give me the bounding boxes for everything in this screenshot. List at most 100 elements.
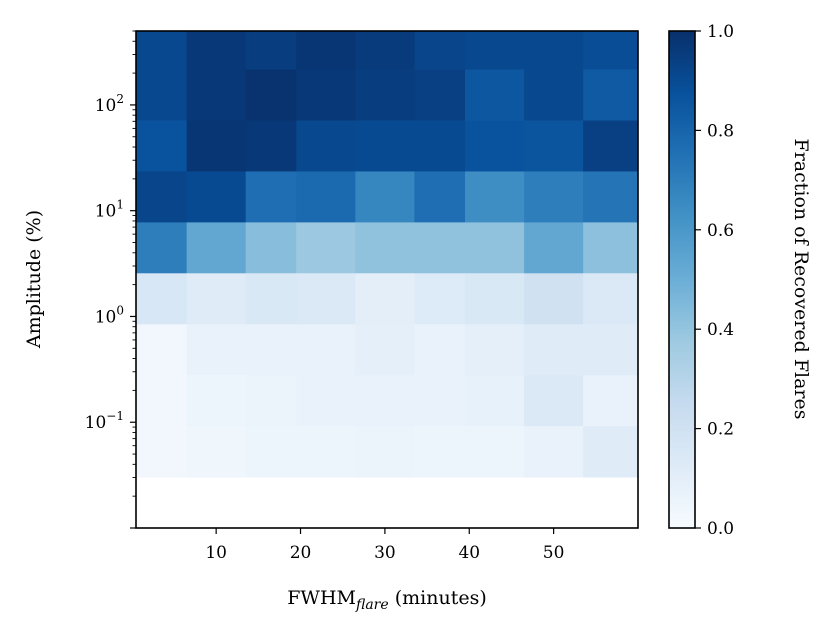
heatmap-cell [414, 31, 466, 70]
heatmap-cell [414, 426, 466, 478]
x-tick-label: 30 [374, 543, 396, 563]
heatmap-cell [136, 120, 188, 172]
heatmap-cell [186, 426, 247, 478]
heatmap-cell [355, 171, 415, 223]
heatmap-cell [186, 69, 247, 121]
heatmap-cell [465, 31, 525, 70]
heatmap-cell [136, 69, 188, 121]
heatmap-cell [136, 273, 188, 325]
heatmap-cell [465, 426, 525, 478]
heatmap-cell [296, 375, 356, 427]
heatmap-cell [186, 222, 247, 274]
x-axis-label: FWHMflare (minutes) [287, 587, 486, 613]
colorbar-tick-label: 0.8 [707, 121, 734, 141]
heatmap-cell [414, 273, 466, 325]
heatmap-cell [245, 222, 297, 274]
heatmap-cell [465, 222, 525, 274]
heatmap-cell [414, 375, 466, 427]
heatmap-cell [355, 273, 415, 325]
heatmap-cell [414, 171, 466, 223]
heatmap-cell [245, 171, 297, 223]
heatmap-cell [583, 222, 639, 274]
heatmap-cell [524, 31, 584, 70]
heatmap-cell [465, 171, 525, 223]
colorbar [668, 30, 696, 529]
heatmap-cell [524, 273, 584, 325]
heatmap-cell [296, 222, 356, 274]
heatmap-cell [465, 324, 525, 376]
y-axis-label: Amplitude (%) [23, 210, 45, 349]
heatmap-cell [186, 31, 247, 70]
heatmap-cell [524, 375, 584, 427]
plot-frame [135, 30, 639, 529]
heatmap-cell [245, 273, 297, 325]
colorbar-tick-label: 0.4 [707, 320, 734, 340]
heatmap-cell [465, 273, 525, 325]
y-tick-label: 100 [95, 303, 124, 327]
heatmap-cell [136, 324, 188, 376]
y-axis-ticks: 102 101 100 10−1 [85, 30, 136, 529]
heatmap-cell [524, 426, 584, 478]
colorbar-tick-label: 0.6 [707, 221, 734, 241]
heatmap-cell [245, 69, 297, 121]
heatmap-cell [355, 375, 415, 427]
heatmap-cell [465, 375, 525, 427]
heatmap-cell [583, 426, 639, 478]
heatmap-cell [583, 375, 639, 427]
heatmap-cell [296, 426, 356, 478]
heatmap-cell [583, 324, 639, 376]
colorbar-tick-label: 0.0 [707, 519, 734, 539]
heatmap-cell [296, 171, 356, 223]
heatmap-cell [414, 120, 466, 172]
y-tick-label: 101 [95, 198, 124, 222]
heatmap-cell [186, 375, 247, 427]
heatmap-cell [136, 171, 188, 223]
heatmap-cell [414, 69, 466, 121]
x-axis-ticks: 10 20 30 40 50 [205, 528, 564, 563]
colorbar-label: Fraction of Recovered Flares [790, 139, 812, 420]
colorbar-tick-label: 1.0 [707, 22, 734, 42]
heatmap-cell [296, 31, 356, 70]
heatmap-cell [245, 120, 297, 172]
heatmap-cell [296, 273, 356, 325]
heatmap-cell [524, 171, 584, 223]
heatmap-cell [465, 120, 525, 172]
heatmap-cell [583, 31, 639, 70]
heatmap-cell [355, 120, 415, 172]
x-tick-label: 10 [205, 543, 227, 563]
heatmap-cell [245, 375, 297, 427]
heatmap-cell [355, 69, 415, 121]
heatmap-cell [136, 426, 188, 478]
heatmap-cell [524, 120, 584, 172]
heatmap-cell [186, 171, 247, 223]
heatmap-cell [245, 426, 297, 478]
heatmap-cell [186, 324, 247, 376]
heatmap-cell [524, 69, 584, 121]
heatmap-cell [296, 69, 356, 121]
heatmap-cell [583, 171, 639, 223]
heatmap-cell [245, 31, 297, 70]
heatmap-cell [355, 222, 415, 274]
heatmap-cell [583, 273, 639, 325]
heatmap-cell [136, 375, 188, 427]
colorbar-ticks: 0.0 0.2 0.4 0.6 0.8 1.0 [695, 22, 734, 539]
heatmap-cell [136, 222, 188, 274]
colorbar-tick-label: 0.2 [707, 420, 734, 440]
heatmap-cell [186, 120, 247, 172]
heatmap-cell [245, 324, 297, 376]
heatmap-cells [136, 31, 639, 478]
heatmap-cell [136, 31, 188, 70]
heatmap-cell [524, 324, 584, 376]
heatmap-cell [355, 324, 415, 376]
heatmap-cell [296, 324, 356, 376]
heatmap-cell [186, 273, 247, 325]
heatmap-cell [583, 69, 639, 121]
heatmap-cell [355, 31, 415, 70]
heatmap-cell [583, 120, 639, 172]
x-tick-label: 40 [458, 543, 480, 563]
heatmap-cell [414, 222, 466, 274]
y-tick-label: 102 [95, 92, 124, 116]
heatmap-cell [355, 426, 415, 478]
heatmap-cell [524, 222, 584, 274]
